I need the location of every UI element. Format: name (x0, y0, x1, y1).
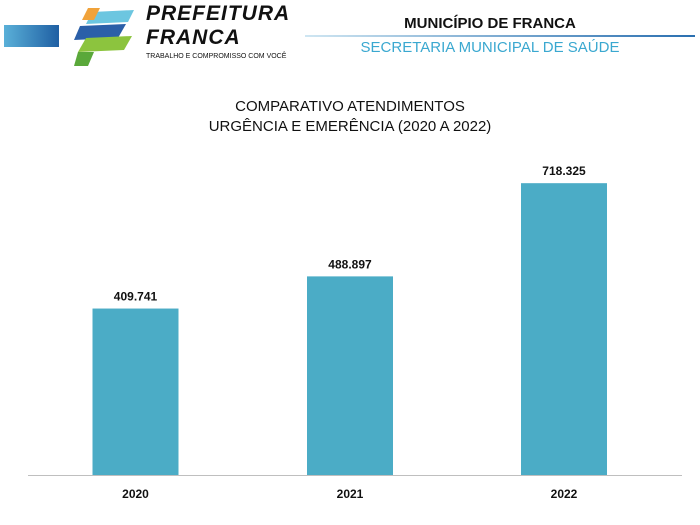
header-divider (305, 35, 695, 37)
chart-title-line2: URGÊNCIA E EMERÊNCIA (2020 A 2022) (208, 118, 492, 135)
x-tick-label-2022: 2022 (551, 487, 578, 501)
logo-wordmark: PREFEITURA FRANCA (146, 2, 290, 49)
data-label-2021: 488.897 (328, 257, 372, 271)
chart-title: COMPARATIVO ATENDIMENTOS URGÊNCIA E EMER… (0, 97, 700, 137)
secretariat-subtitle: SECRETARIA MUNICIPAL DE SAÚDE (360, 39, 620, 56)
bar-2021 (307, 276, 393, 475)
chart-title-line1: COMPARATIVO ATENDIMENTOS (235, 98, 465, 115)
prefeitura-franca-logo (74, 8, 134, 66)
x-tick-label-2020: 2020 (122, 487, 149, 501)
municipality-title: MUNICÍPIO DE FRANCA (404, 15, 576, 32)
bar-2020 (92, 308, 179, 475)
bar-2022 (521, 183, 607, 475)
x-tick-label-2021: 2021 (337, 487, 364, 501)
logo-tagline: TRABALHO E COMPROMISSO COM VOCÊ (146, 53, 287, 60)
header-decor-bar (4, 25, 59, 47)
data-label-2020: 409.741 (114, 290, 158, 304)
data-label-2022: 718.325 (542, 164, 586, 178)
